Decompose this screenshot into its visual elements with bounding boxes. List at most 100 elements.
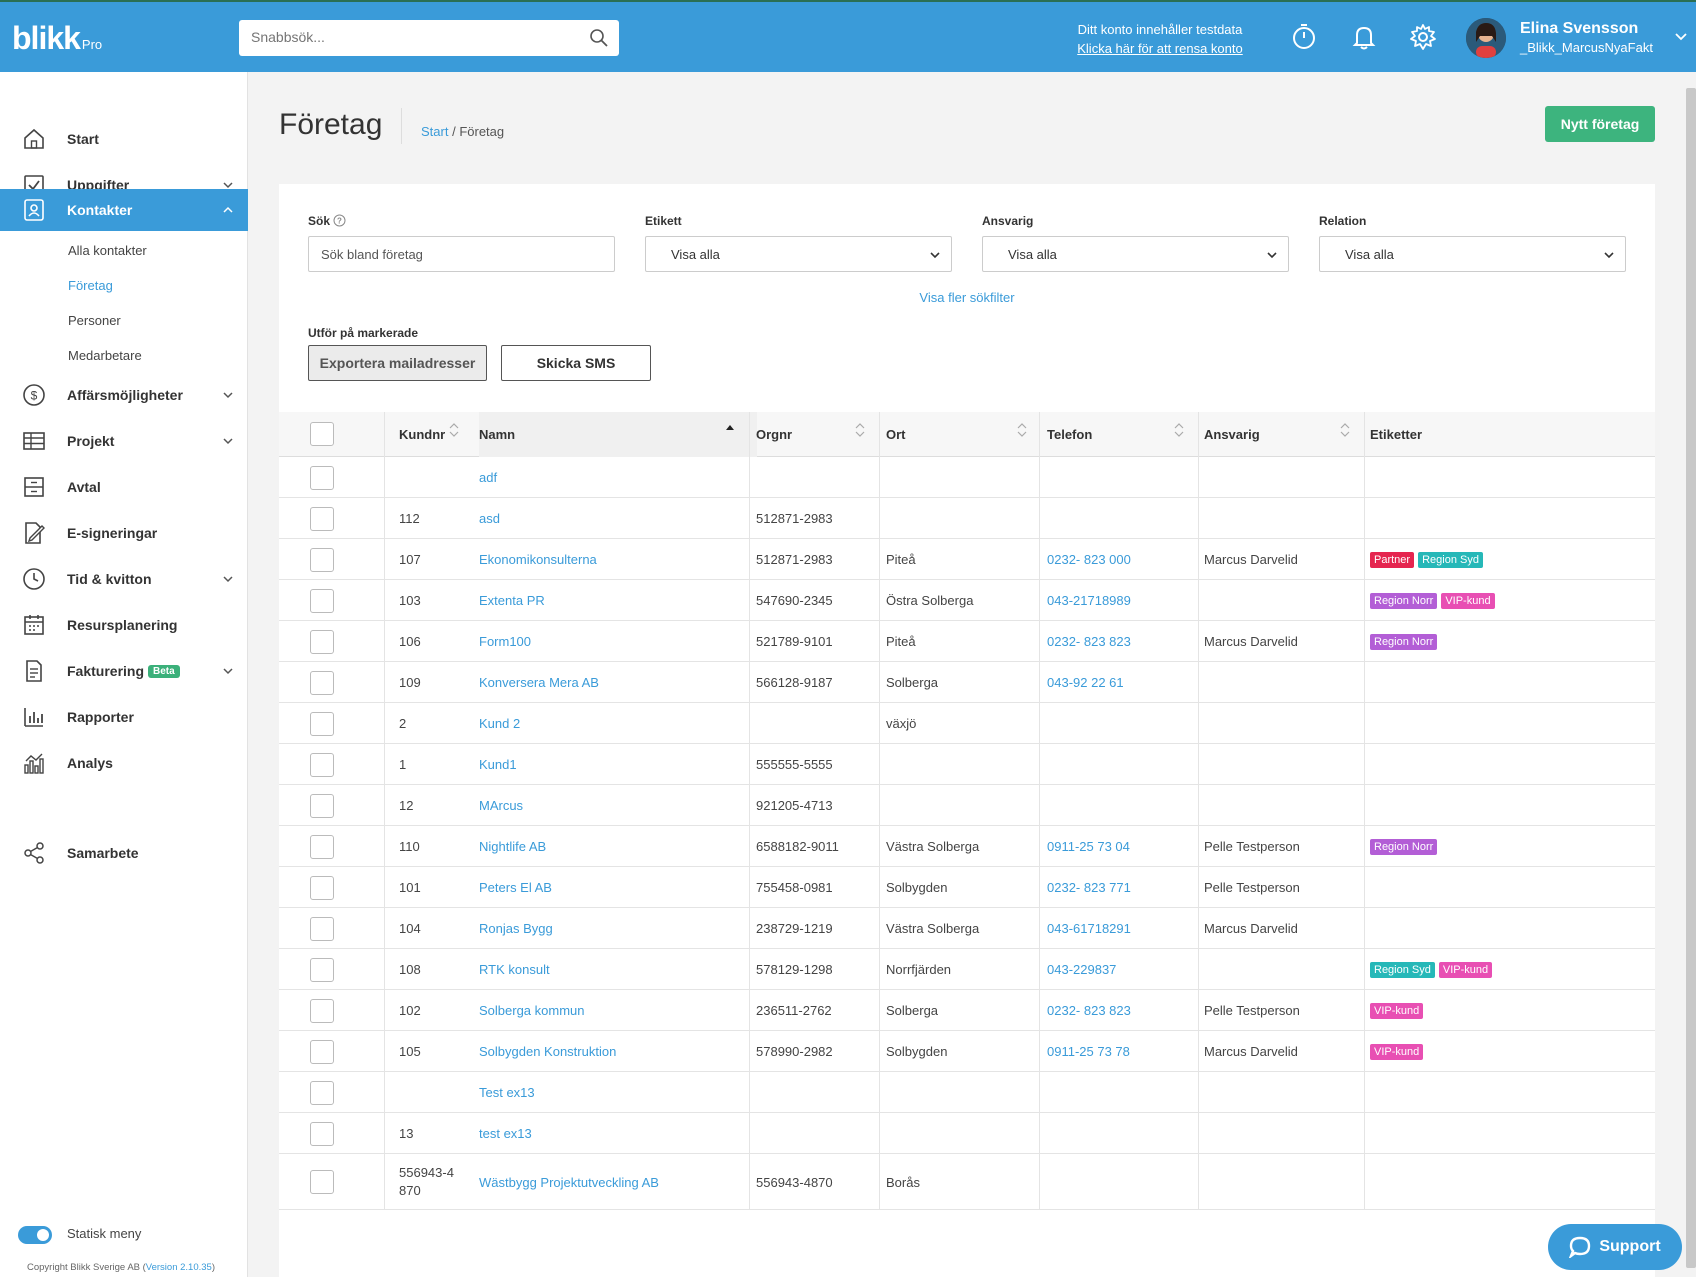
chevron-down-icon[interactable] — [1674, 30, 1688, 44]
company-name-link[interactable]: Test ex13 — [479, 1085, 535, 1100]
row-checkbox[interactable] — [310, 1170, 334, 1194]
phone-link[interactable] — [1047, 498, 1202, 539]
table-row[interactable]: 102 Solberga kommun 236511-2762 Solberga 023… — [279, 990, 1655, 1031]
static-menu-toggle[interactable] — [18, 1226, 52, 1244]
phone-link[interactable] — [1047, 1072, 1202, 1113]
company-name-link[interactable]: Ronjas Bygg — [479, 921, 553, 936]
version-link[interactable]: Version 2.10.35 — [145, 1262, 212, 1273]
row-checkbox[interactable] — [310, 711, 334, 736]
phone-link[interactable] — [1047, 457, 1202, 498]
company-name-link[interactable]: Solberga kommun — [479, 1003, 585, 1018]
sort-icon[interactable] — [1174, 422, 1184, 438]
phone-link[interactable]: 043-21718989 — [1047, 593, 1131, 608]
row-checkbox[interactable] — [310, 834, 334, 859]
sidebar-subitem-medarbetare[interactable]: Medarbetare — [68, 348, 142, 363]
table-row[interactable]: 13 test ex13 — [279, 1113, 1655, 1154]
company-name-link[interactable]: MArcus — [479, 798, 524, 813]
phone-link[interactable] — [1047, 744, 1202, 785]
etikett-select[interactable]: Visa alla — [645, 236, 952, 272]
column-ansvarig[interactable]: Ansvarig — [1204, 412, 1260, 457]
company-name-link[interactable]: Form100 — [479, 634, 532, 649]
company-name-link[interactable]: Kund 2 — [479, 716, 521, 731]
export-emails-button[interactable]: Exportera mailadresser — [308, 345, 487, 381]
table-row[interactable]: 2 Kund 2 växjö — [279, 703, 1655, 744]
sidebar-item-fakturering[interactable]: Fakturering Beta — [0, 650, 248, 692]
phone-link[interactable]: 043-92 22 61 — [1047, 675, 1124, 690]
row-checkbox[interactable] — [310, 752, 334, 777]
clear-account-link[interactable]: Klicka här för att rensa konto — [1077, 41, 1243, 56]
company-name-link[interactable]: Ekonomikonsulterna — [479, 552, 597, 567]
timer-icon[interactable] — [1289, 22, 1319, 52]
phone-link[interactable] — [1047, 703, 1202, 744]
company-name-link[interactable]: Extenta PR — [479, 593, 545, 608]
company-name-link[interactable]: Kund1 — [479, 757, 517, 772]
sidebar-subitem-alla-kontakter[interactable]: Alla kontakter — [68, 243, 147, 258]
row-checkbox[interactable] — [310, 506, 334, 531]
column-namn[interactable]: Namn — [479, 412, 757, 457]
search-icon[interactable] — [589, 28, 609, 48]
row-checkbox[interactable] — [310, 547, 334, 572]
table-row[interactable]: 110 Nightlife AB 6588182-9011 Västra Solber… — [279, 826, 1655, 867]
avatar[interactable] — [1466, 18, 1506, 58]
row-checkbox[interactable] — [310, 957, 334, 982]
send-sms-button[interactable]: Skicka SMS — [501, 345, 651, 381]
row-checkbox[interactable] — [310, 998, 334, 1023]
company-search-input[interactable]: Sök bland företag — [308, 236, 615, 272]
help-icon[interactable]: ? — [333, 214, 346, 227]
sort-icon[interactable] — [1340, 422, 1350, 438]
phone-link[interactable]: 0911-25 73 78 — [1047, 1044, 1130, 1059]
company-name-link[interactable]: test ex13 — [479, 1126, 532, 1141]
table-row[interactable]: 12 MArcus 921205-4713 — [279, 785, 1655, 826]
row-checkbox[interactable] — [310, 1121, 334, 1146]
table-row[interactable]: 101 Peters El AB 755458-0981 Solbygden 0232-… — [279, 867, 1655, 908]
row-checkbox[interactable] — [310, 916, 334, 941]
sidebar-item-resursplanering[interactable]: Resursplanering — [0, 604, 248, 646]
table-row[interactable]: 109 Konversera Mera AB 566128-9187 Solberga… — [279, 662, 1655, 703]
row-checkbox[interactable] — [310, 1039, 334, 1064]
row-checkbox[interactable] — [310, 1080, 334, 1105]
relation-select[interactable]: Visa alla — [1319, 236, 1626, 272]
table-row[interactable]: Test ex13 — [279, 1072, 1655, 1113]
sort-icon[interactable] — [855, 422, 865, 438]
quick-search-input[interactable] — [239, 20, 569, 54]
phone-link[interactable] — [1047, 785, 1202, 826]
column-kundnr[interactable]: Kundnr — [399, 412, 445, 457]
table-row[interactable]: 112 asd 512871-2983 — [279, 498, 1655, 539]
company-name-link[interactable]: Wästbygg Projektutveckling AB — [479, 1174, 659, 1190]
company-name-link[interactable]: Nightlife AB — [479, 839, 547, 854]
select-all-checkbox[interactable] — [310, 422, 334, 446]
support-button[interactable]: Support — [1548, 1224, 1682, 1270]
sidebar-subitem-foretag[interactable]: Företag — [68, 278, 113, 293]
row-checkbox[interactable] — [310, 465, 334, 490]
column-telefon[interactable]: Telefon — [1047, 412, 1092, 457]
row-checkbox[interactable] — [310, 875, 334, 900]
row-checkbox[interactable] — [310, 588, 334, 613]
phone-link[interactable]: 0232- 823 823 — [1047, 1003, 1131, 1018]
sort-icon[interactable] — [1017, 422, 1027, 438]
row-checkbox[interactable] — [310, 670, 334, 695]
sidebar-item-kontakter[interactable]: Kontakter — [0, 189, 248, 231]
gear-icon[interactable] — [1408, 22, 1438, 52]
table-row[interactable]: 105 Solbygden Konstruktion 578990-2982 Solb… — [279, 1031, 1655, 1072]
table-row[interactable]: 107 Ekonomikonsulterna 512871-2983 Piteå 023… — [279, 539, 1655, 580]
sidebar-item-analys[interactable]: Analys — [0, 742, 248, 784]
table-row[interactable]: 556943-4870 Wästbygg Projektutveckling AB… — [279, 1154, 1655, 1210]
sidebar-item-samarbete[interactable]: Samarbete — [0, 832, 248, 874]
sort-icon[interactable] — [449, 422, 459, 438]
table-row[interactable]: 106 Form100 521789-9101 Piteå 0232- 823 823 M… — [279, 621, 1655, 662]
new-company-button[interactable]: Nytt företag — [1545, 106, 1655, 142]
company-name-link[interactable]: asd — [479, 511, 500, 526]
company-name-link[interactable]: adf — [479, 470, 498, 485]
row-checkbox[interactable] — [310, 793, 334, 818]
sidebar-item-affarsmojligheter[interactable]: $ Affärsmöjligheter — [0, 374, 248, 416]
phone-link[interactable]: 0232- 823 000 — [1047, 552, 1131, 567]
table-row[interactable]: 108 RTK konsult 578129-1298 Norrfjärden 043-… — [279, 949, 1655, 990]
page-scrollbar[interactable] — [1686, 88, 1696, 1268]
phone-link[interactable]: 043-61718291 — [1047, 921, 1131, 936]
sidebar-item-projekt[interactable]: Projekt — [0, 420, 248, 462]
company-name-link[interactable]: Solbygden Konstruktion — [479, 1044, 617, 1059]
phone-link[interactable] — [1047, 1154, 1202, 1210]
sort-asc-icon[interactable] — [725, 422, 735, 438]
column-ort[interactable]: Ort — [886, 412, 906, 457]
table-row[interactable]: adf — [279, 457, 1655, 498]
